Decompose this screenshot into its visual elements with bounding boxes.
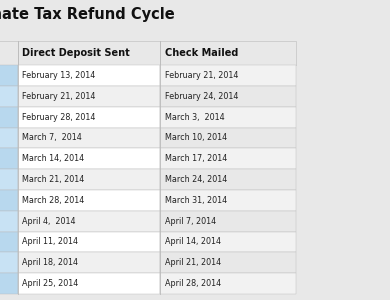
- FancyBboxPatch shape: [0, 65, 18, 86]
- Text: April 21, 2014: April 21, 2014: [165, 258, 221, 267]
- Text: March 3,  2014: March 3, 2014: [165, 112, 224, 122]
- FancyBboxPatch shape: [0, 148, 18, 169]
- FancyBboxPatch shape: [18, 86, 160, 107]
- Text: February 21, 2014: February 21, 2014: [165, 71, 238, 80]
- FancyBboxPatch shape: [18, 273, 160, 294]
- FancyBboxPatch shape: [18, 232, 160, 252]
- FancyBboxPatch shape: [160, 211, 296, 232]
- Text: March 14, 2014: March 14, 2014: [22, 154, 84, 163]
- Text: February 28, 2014: February 28, 2014: [22, 112, 96, 122]
- FancyBboxPatch shape: [160, 273, 296, 294]
- Text: February 13, 2014: February 13, 2014: [22, 71, 96, 80]
- FancyBboxPatch shape: [160, 40, 296, 65]
- FancyBboxPatch shape: [18, 190, 160, 211]
- Text: March 24, 2014: March 24, 2014: [165, 175, 227, 184]
- Text: February 24, 2014: February 24, 2014: [165, 92, 238, 101]
- FancyBboxPatch shape: [0, 86, 18, 107]
- Text: Check Mailed: Check Mailed: [165, 48, 238, 58]
- FancyBboxPatch shape: [18, 40, 160, 65]
- Text: March 28, 2014: March 28, 2014: [22, 196, 85, 205]
- FancyBboxPatch shape: [18, 148, 160, 169]
- FancyBboxPatch shape: [0, 211, 18, 232]
- FancyBboxPatch shape: [18, 107, 160, 128]
- FancyBboxPatch shape: [160, 252, 296, 273]
- FancyBboxPatch shape: [160, 128, 296, 148]
- Text: April 25, 2014: April 25, 2014: [22, 279, 78, 288]
- Text: Direct Deposit Sent: Direct Deposit Sent: [22, 48, 130, 58]
- FancyBboxPatch shape: [160, 86, 296, 107]
- FancyBboxPatch shape: [18, 169, 160, 190]
- FancyBboxPatch shape: [160, 107, 296, 128]
- Text: March 31, 2014: March 31, 2014: [165, 196, 227, 205]
- Text: April 18, 2014: April 18, 2014: [22, 258, 78, 267]
- FancyBboxPatch shape: [18, 252, 160, 273]
- Text: February 21, 2014: February 21, 2014: [22, 92, 96, 101]
- FancyBboxPatch shape: [0, 107, 18, 128]
- FancyBboxPatch shape: [18, 128, 160, 148]
- FancyBboxPatch shape: [0, 128, 18, 148]
- Text: March 10, 2014: March 10, 2014: [165, 134, 227, 142]
- FancyBboxPatch shape: [0, 169, 18, 190]
- FancyBboxPatch shape: [160, 148, 296, 169]
- FancyBboxPatch shape: [0, 190, 18, 211]
- FancyBboxPatch shape: [18, 65, 160, 86]
- Text: April 28, 2014: April 28, 2014: [165, 279, 221, 288]
- FancyBboxPatch shape: [18, 211, 160, 232]
- FancyBboxPatch shape: [0, 273, 18, 294]
- FancyBboxPatch shape: [160, 65, 296, 86]
- FancyBboxPatch shape: [160, 169, 296, 190]
- Text: April 7, 2014: April 7, 2014: [165, 217, 216, 226]
- Text: March 21, 2014: March 21, 2014: [22, 175, 85, 184]
- Text: 2014 Estimate Tax Refund Cycle: 2014 Estimate Tax Refund Cycle: [0, 7, 175, 22]
- Text: April 11, 2014: April 11, 2014: [22, 238, 78, 247]
- FancyBboxPatch shape: [0, 0, 296, 40]
- Text: April 4,  2014: April 4, 2014: [22, 217, 76, 226]
- Text: March 17, 2014: March 17, 2014: [165, 154, 227, 163]
- FancyBboxPatch shape: [0, 252, 18, 273]
- FancyBboxPatch shape: [0, 40, 18, 65]
- FancyBboxPatch shape: [0, 232, 18, 252]
- FancyBboxPatch shape: [160, 190, 296, 211]
- Text: April 14, 2014: April 14, 2014: [165, 238, 221, 247]
- FancyBboxPatch shape: [160, 232, 296, 252]
- Text: March 7,  2014: March 7, 2014: [22, 134, 82, 142]
